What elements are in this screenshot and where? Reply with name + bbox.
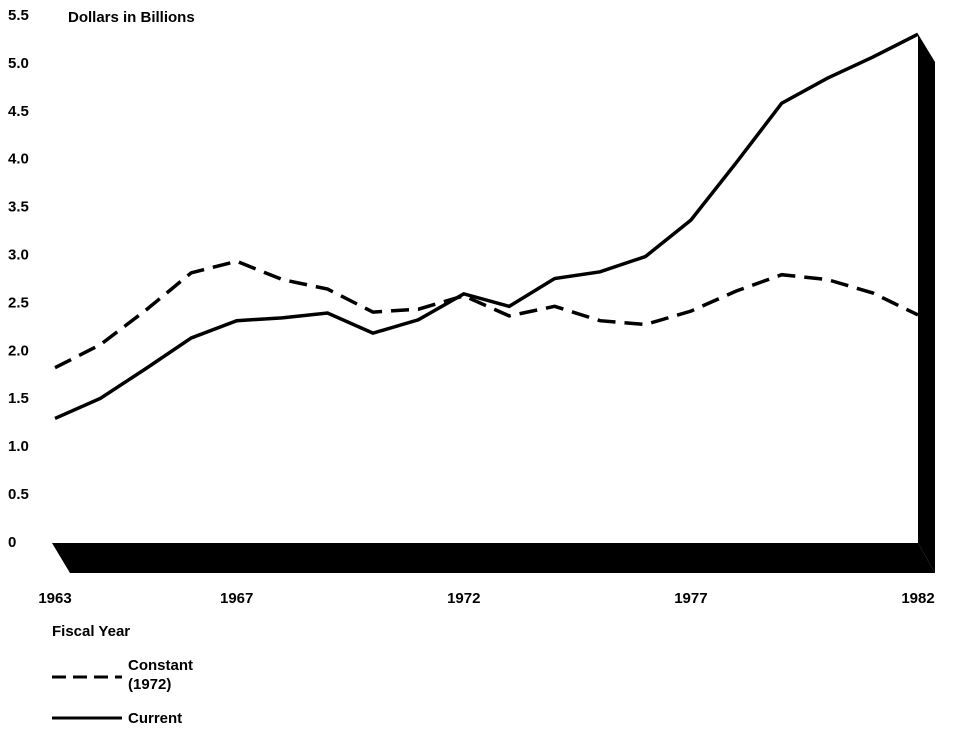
- y-tick-label: 1.5: [8, 390, 29, 407]
- y-tick-label: 1.0: [8, 438, 29, 455]
- series-line: [54, 32, 919, 421]
- legend-label: Constant (1972): [128, 657, 193, 693]
- y-tick-label: 3.5: [8, 199, 29, 216]
- y-tick-label: 0.5: [8, 486, 29, 503]
- y-tick-label: 2.0: [8, 342, 29, 359]
- y-tick-label: 3.0: [8, 247, 29, 264]
- x-tick-label: 1977: [674, 590, 707, 607]
- x-tick-label: 1972: [447, 590, 480, 607]
- x-tick-label: 1967: [220, 590, 253, 607]
- legend-label: Current: [128, 709, 183, 727]
- y-tick-label: 5.0: [8, 55, 29, 72]
- y-tick-label: 4.0: [8, 151, 29, 168]
- y-tick-label: 4.5: [8, 103, 29, 120]
- y-tick-label: 5.5: [8, 7, 29, 24]
- x-tick-label: 1982: [901, 590, 934, 607]
- y-tick-label: 2.5: [8, 294, 29, 311]
- x-axis-label: Fiscal Year: [52, 623, 130, 640]
- x-tick-label: 1963: [38, 590, 71, 607]
- floor-3d: [52, 543, 935, 573]
- series-line: [54, 259, 919, 370]
- y-axis-label: Dollars in Billions: [68, 9, 195, 26]
- wall-3d: [918, 34, 935, 573]
- y-tick-label: 0: [8, 534, 16, 551]
